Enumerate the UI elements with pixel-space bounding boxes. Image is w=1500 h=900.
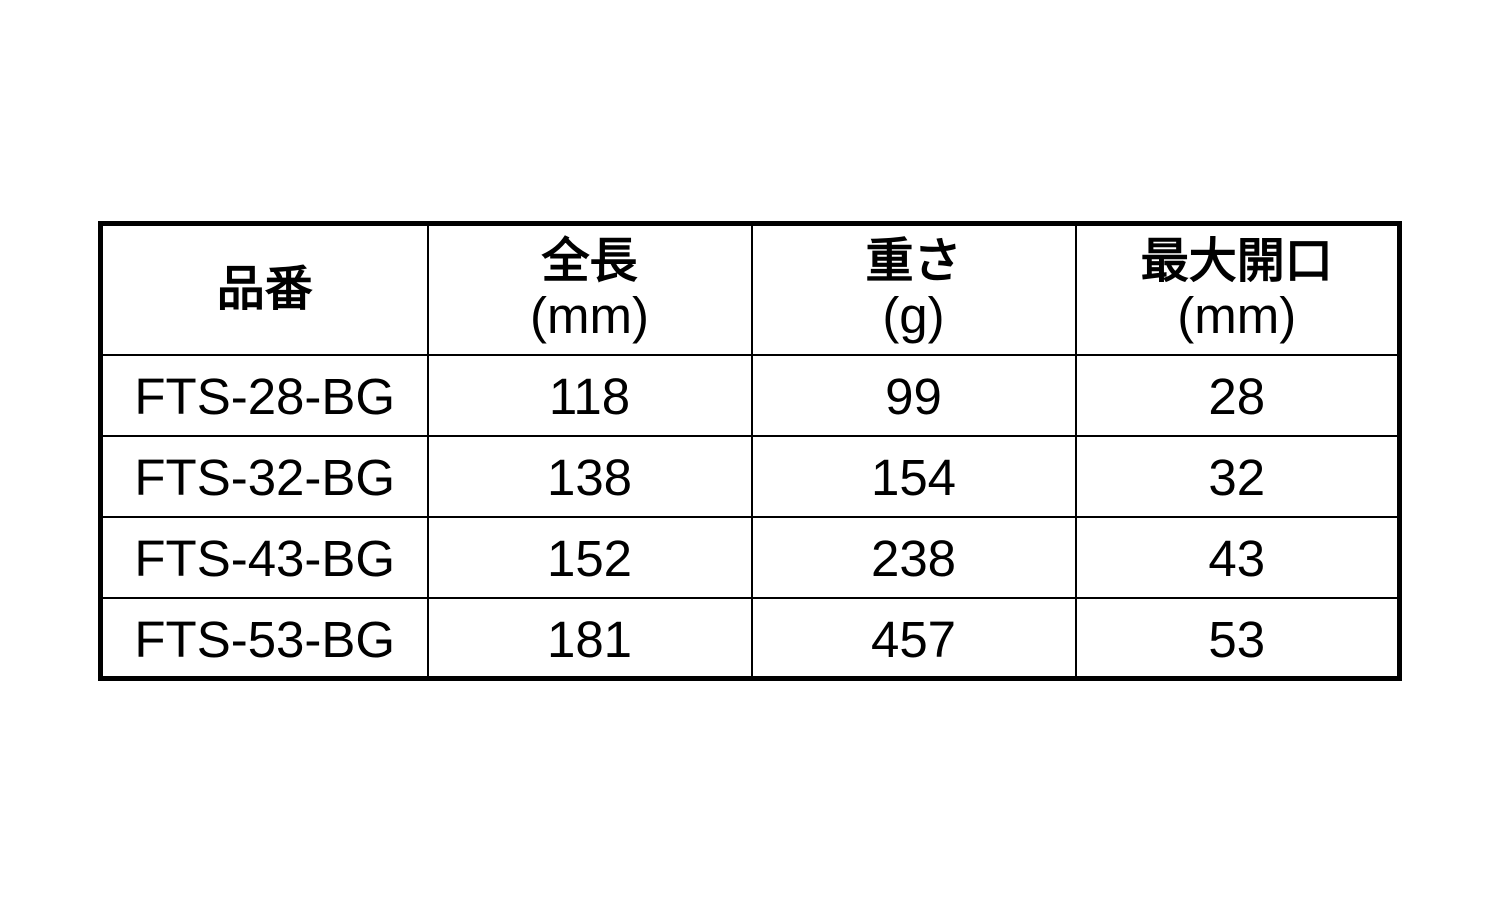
header-label: 全長 xyxy=(541,235,638,289)
spec-table: 品番 全長 (mm) 重さ (g) 最大開口 (mm) FTS-28-BG 118 9… xyxy=(98,221,1402,681)
cell-part-number: FTS-32-BG xyxy=(99,434,429,518)
cell-weight: 99 xyxy=(750,353,1077,437)
header-unit: (mm) xyxy=(530,287,649,345)
cell-part-number: FTS-43-BG xyxy=(99,515,429,599)
table-row: FTS-43-BG 152 238 43 xyxy=(99,515,1401,599)
table-row: FTS-32-BG 138 154 32 xyxy=(99,434,1401,518)
table-row: FTS-53-BG 181 457 53 xyxy=(99,596,1401,680)
cell-length: 152 xyxy=(426,515,753,599)
cell-part-number: FTS-53-BG xyxy=(99,596,429,680)
header-unit: (g) xyxy=(882,287,945,345)
cell-weight: 457 xyxy=(750,596,1077,680)
header-row: 品番 全長 (mm) 重さ (g) 最大開口 (mm) xyxy=(99,222,1401,356)
cell-length: 138 xyxy=(426,434,753,518)
header-weight: 重さ (g) xyxy=(750,222,1077,356)
table-row: FTS-28-BG 118 99 28 xyxy=(99,353,1401,437)
header-unit: (mm) xyxy=(1177,287,1297,345)
header-label: 品番 xyxy=(216,262,313,316)
cell-max-opening: 53 xyxy=(1074,596,1401,680)
header-label: 最大開口 xyxy=(1140,235,1333,289)
cell-weight: 238 xyxy=(750,515,1077,599)
cell-length: 118 xyxy=(426,353,753,437)
cell-max-opening: 43 xyxy=(1074,515,1401,599)
cell-weight: 154 xyxy=(750,434,1077,518)
cell-max-opening: 28 xyxy=(1074,353,1401,437)
cell-part-number: FTS-28-BG xyxy=(99,353,429,437)
header-part-number: 品番 xyxy=(99,222,429,356)
cell-length: 181 xyxy=(426,596,753,680)
header-max-opening: 最大開口 (mm) xyxy=(1074,222,1401,356)
header-length: 全長 (mm) xyxy=(426,222,753,356)
header-label: 重さ xyxy=(865,235,962,289)
cell-max-opening: 32 xyxy=(1074,434,1401,518)
